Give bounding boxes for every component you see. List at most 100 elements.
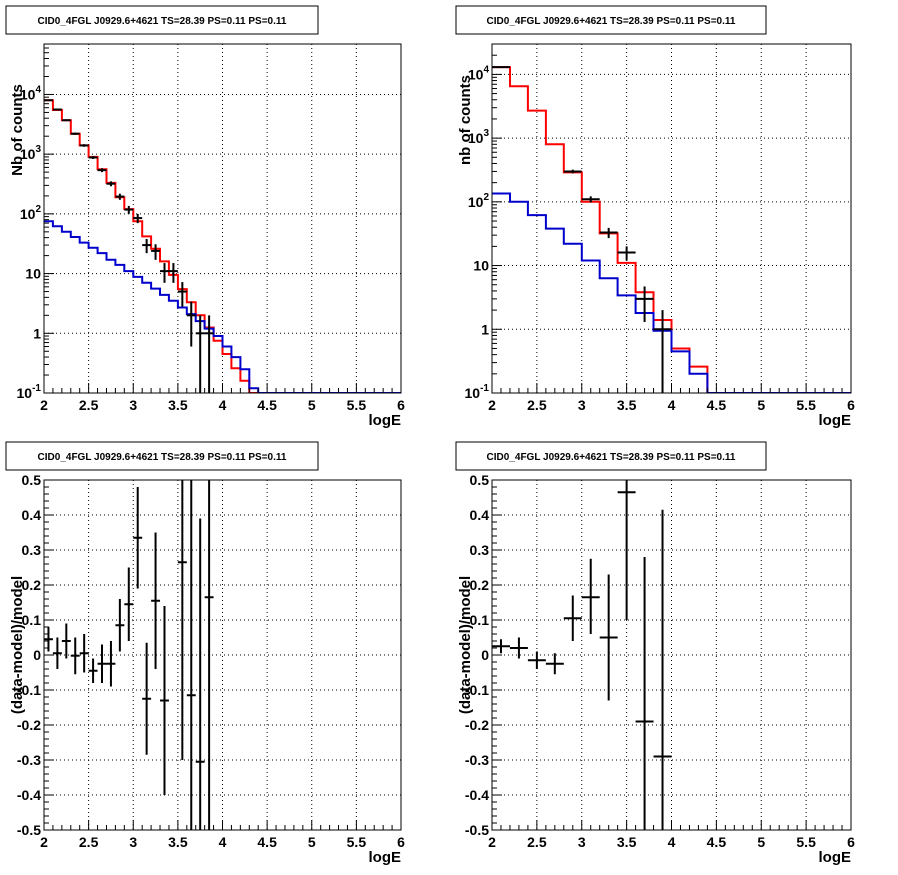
y-tick-label: -0.3	[465, 752, 489, 768]
y-tick-label: -0.2	[17, 717, 41, 733]
data-point	[177, 480, 187, 760]
data-point	[599, 574, 618, 701]
y-tick-label: 103	[20, 144, 42, 162]
data-point	[653, 509, 672, 830]
y-tick-label: 1	[481, 321, 489, 337]
data-point	[124, 567, 134, 641]
series-line-blue	[44, 220, 401, 393]
data-point	[106, 641, 116, 687]
x-tick-label: 2	[40, 397, 48, 413]
y-axis-label: Nb of counts	[9, 84, 26, 176]
y-tick-label: -0.5	[17, 822, 41, 838]
x-tick-label: 2	[488, 834, 496, 850]
data-point	[52, 108, 62, 111]
x-tick-label: 5.5	[347, 834, 367, 850]
data-point	[70, 637, 80, 675]
x-tick-label: 3.5	[617, 397, 637, 413]
data-point	[133, 213, 143, 224]
y-tick-label: 0.5	[470, 472, 490, 488]
chart-title-box	[5, 441, 319, 471]
y-tick-label: 0.4	[22, 507, 42, 523]
data-point	[204, 480, 214, 830]
data-point	[70, 132, 80, 135]
data-point	[160, 263, 169, 283]
y-axis-label: (data-model)/model	[457, 576, 474, 714]
x-axis-label: logE	[819, 849, 852, 866]
x-tick-label: 3.5	[168, 834, 188, 850]
data-point	[581, 196, 600, 203]
chart-title: CID0_4FGL J0929.6+4621 TS=28.39 PS=0.11 …	[38, 452, 287, 463]
data-point	[88, 156, 98, 159]
y-tick-label: -0.5	[465, 822, 489, 838]
x-tick-label: 2	[40, 834, 48, 850]
data-point	[61, 623, 71, 659]
chart-title-box	[455, 441, 767, 471]
chart-panel-2: CID0_4FGL J0929.6+4621 TS=28.39 PS=0.11 …	[455, 5, 855, 429]
data-point	[563, 595, 582, 641]
data-point	[617, 246, 636, 261]
data-point	[599, 227, 618, 239]
chart-title: CID0_4FGL J0929.6+4621 TS=28.39 PS=0.11 …	[487, 16, 736, 27]
x-tick-label: 5.5	[347, 397, 367, 413]
y-tick-label: 0	[481, 647, 489, 663]
chart-panel-1: CID0_4FGL J0929.6+4621 TS=28.39 PS=0.11 …	[5, 5, 405, 429]
series-line-blue	[492, 192, 851, 393]
chart-title: CID0_4FGL J0929.6+4621 TS=28.39 PS=0.11 …	[487, 452, 736, 463]
data-point	[160, 606, 169, 795]
chart-title: CID0_4FGL J0929.6+4621 TS=28.39 PS=0.11 …	[38, 16, 287, 27]
data-point	[617, 480, 636, 620]
y-tick-label: -0.2	[465, 717, 489, 733]
x-tick-label: 4	[668, 834, 676, 850]
x-tick-label: 4.5	[707, 834, 727, 850]
data-point	[115, 599, 125, 652]
y-tick-label: 0	[33, 647, 41, 663]
data-point	[635, 286, 654, 323]
y-tick-label: 0.4	[470, 507, 490, 523]
x-tick-label: 3	[129, 834, 137, 850]
data-point	[204, 315, 214, 393]
x-tick-label: 4	[219, 397, 227, 413]
y-tick-label: 0.3	[470, 542, 490, 558]
y-tick-label: -0.4	[465, 787, 489, 803]
data-point	[186, 480, 196, 830]
data-point	[581, 558, 600, 634]
x-tick-label: 4.5	[707, 397, 727, 413]
y-tick-label: 0.2	[470, 577, 490, 593]
plot-area	[44, 480, 214, 830]
data-point	[527, 651, 546, 669]
x-tick-label: 6	[397, 834, 405, 850]
data-point	[563, 169, 582, 174]
x-tick-label: 2	[488, 397, 496, 413]
x-tick-label: 3	[578, 397, 586, 413]
x-tick-label: 5	[757, 834, 765, 850]
x-tick-label: 3.5	[617, 834, 637, 850]
y-axis-label: nb of counts	[457, 75, 474, 165]
y-tick-label: -0.4	[17, 787, 41, 803]
data-point	[97, 168, 107, 173]
y-tick-label: -0.1	[465, 682, 489, 698]
x-axis-label: logE	[369, 412, 402, 429]
y-tick-label: 103	[468, 128, 490, 146]
x-tick-label: 3	[129, 397, 137, 413]
y-tick-label: -0.3	[17, 752, 41, 768]
chart-panel-3: CID0_4FGL J0929.6+4621 TS=28.39 PS=0.11 …	[5, 441, 405, 866]
plot-area	[492, 66, 851, 393]
y-axis-label: (data-model)/model	[9, 576, 26, 714]
data-point	[44, 627, 53, 652]
chart-title-box	[455, 5, 767, 35]
x-tick-label: 2.5	[79, 834, 99, 850]
x-tick-label: 3.5	[168, 397, 188, 413]
x-tick-label: 4.5	[257, 834, 277, 850]
data-point	[186, 301, 196, 347]
data-point	[545, 653, 564, 675]
x-tick-label: 5	[308, 397, 316, 413]
data-point	[133, 487, 143, 589]
data-point	[635, 557, 654, 830]
data-point	[79, 634, 89, 673]
x-tick-label: 2.5	[527, 397, 547, 413]
y-tick-label: 0.1	[22, 612, 42, 628]
x-tick-label: 4	[668, 397, 676, 413]
data-point	[151, 532, 161, 669]
x-tick-label: 6	[847, 397, 855, 413]
data-point	[151, 244, 161, 260]
